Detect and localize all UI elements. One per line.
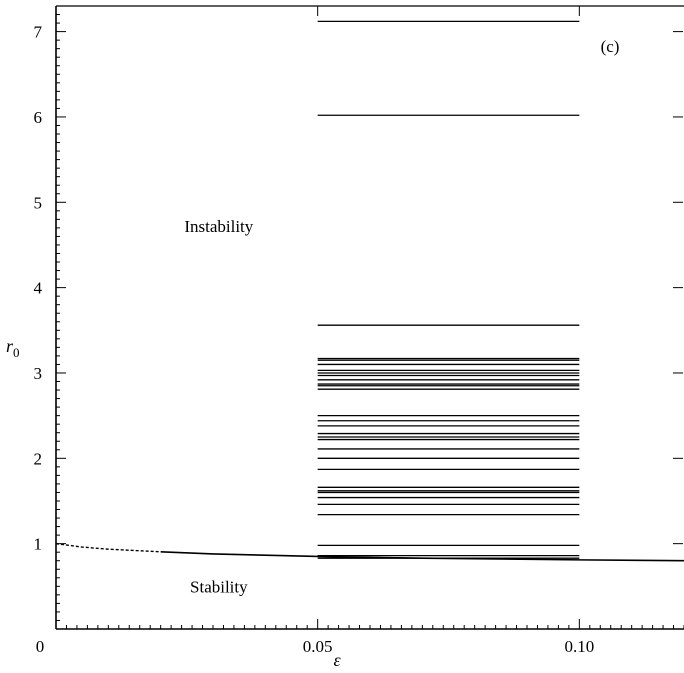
y-tick-label: 5 (34, 193, 43, 212)
boundary-curve-dashed (55, 542, 161, 553)
panel-label: (c) (601, 37, 620, 56)
y-tick-label: 7 (34, 23, 43, 42)
y-axis-label-main: r (6, 336, 14, 356)
y-axis-label-subscript: 0 (13, 345, 20, 360)
x-axis-label: ε (333, 650, 341, 670)
plot-lines (317, 20, 580, 559)
boundary-curve-solid (160, 550, 684, 562)
x-tick-label: 0.05 (303, 637, 333, 656)
y-tick-label: 1 (34, 535, 43, 554)
axes (55, 5, 684, 630)
annotation-stability: Stability (190, 577, 248, 596)
x-tick-label: 0 (36, 637, 45, 656)
annotation-instability: Instability (184, 217, 253, 236)
boundary-curve (55, 542, 684, 562)
y-tick-label: 4 (34, 279, 43, 298)
tick-labels: 1 2 3 4 5 6 7 0 0.05 0.10 (34, 23, 595, 656)
y-axis-label: r0 (6, 336, 20, 360)
tick-marks (56, 5, 684, 629)
y-tick-label: 2 (34, 449, 43, 468)
y-tick-label: 6 (34, 108, 43, 127)
y-tick-label: 3 (34, 364, 43, 383)
x-tick-label: 0.10 (564, 637, 594, 656)
